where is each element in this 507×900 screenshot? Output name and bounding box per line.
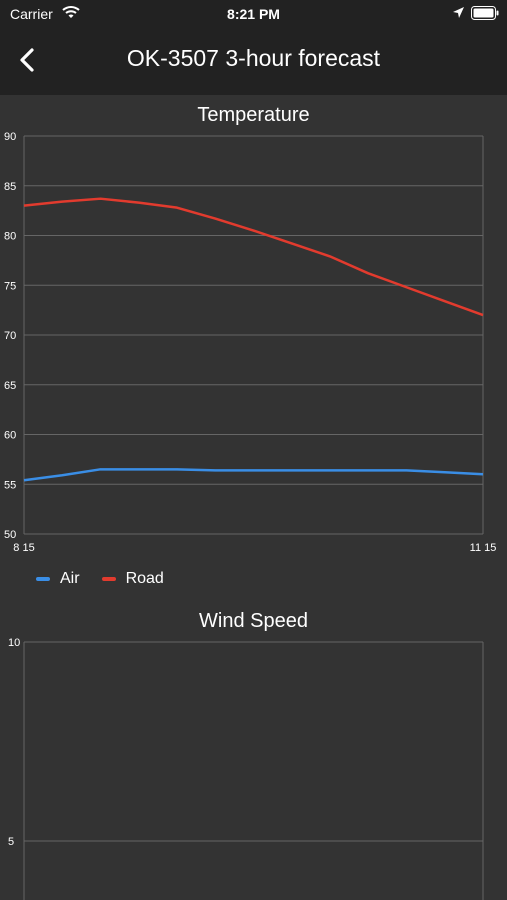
legend-swatch-air [36, 577, 50, 581]
legend-label-road: Road [125, 570, 164, 587]
y-tick-label: 75 [4, 280, 16, 292]
y-tick-label: 80 [4, 231, 16, 243]
location-arrow-icon [452, 6, 465, 23]
wind-speed-chart-title: Wind Speed [199, 610, 308, 632]
status-bar: Carrier 8:21 PM [0, 0, 507, 28]
status-time: 8:21 PM [227, 6, 280, 22]
temperature-chart: 50 55 60 65 70 75 80 85 90 8 15 11 15 [4, 131, 497, 554]
series-line-road [23, 197, 484, 317]
nav-bar: OK-3507 3-hour forecast [0, 28, 507, 95]
y-tick-label: 65 [4, 380, 16, 392]
legend-item-air: Air [36, 570, 80, 588]
y-tick-label: 85 [4, 181, 16, 193]
temperature-legend: Air Road [36, 569, 186, 589]
x-tick-label: 8 15 [13, 542, 34, 554]
series-line-air [23, 468, 484, 482]
y-tick-label: 70 [4, 330, 16, 342]
wifi-icon [62, 5, 80, 22]
y-tick-label: 55 [4, 479, 16, 491]
x-tick-label: 11 15 [470, 542, 497, 554]
legend-label-air: Air [60, 570, 80, 587]
battery-icon [471, 6, 499, 23]
y-tick-label: 50 [4, 529, 16, 541]
legend-swatch-road [101, 577, 116, 581]
temperature-chart-title: Temperature [197, 104, 310, 126]
back-button[interactable] [14, 42, 44, 78]
y-tick-label: 60 [4, 430, 16, 442]
y-tick-label: 10 [8, 637, 20, 649]
legend-item-road: Road [101, 570, 164, 588]
y-tick-label: 90 [4, 131, 16, 143]
carrier-label: Carrier [10, 6, 53, 22]
chevron-left-icon [20, 48, 34, 72]
y-tick-label: 5 [8, 836, 14, 848]
page-title: OK-3507 3-hour forecast [126, 45, 381, 71]
